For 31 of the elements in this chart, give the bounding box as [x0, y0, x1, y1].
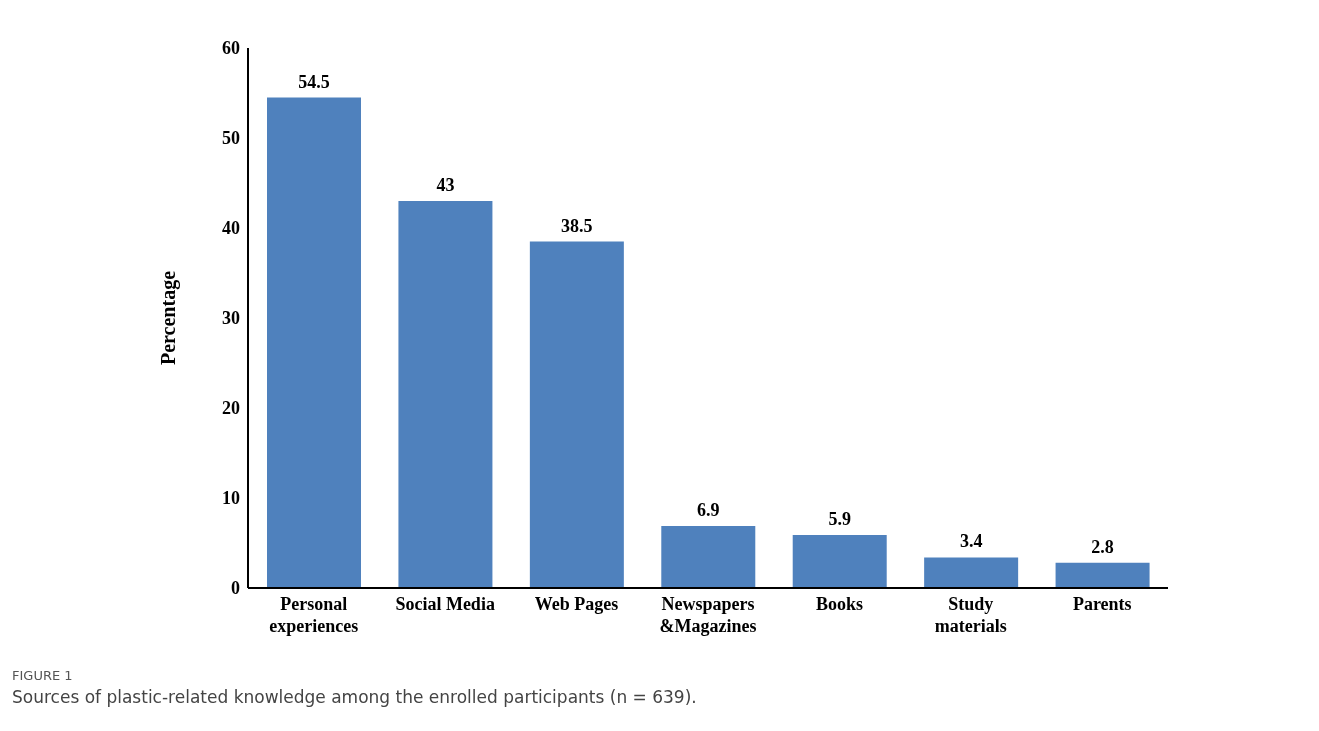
data-label: 6.9 [697, 499, 720, 520]
y-axis-title: Percentage [157, 270, 181, 366]
y-tick-label: 30 [222, 308, 240, 329]
y-tick-label: 0 [231, 578, 240, 599]
data-label: 2.8 [1091, 536, 1114, 557]
caption: FIGURE 1 [12, 668, 74, 683]
data-label: 5.9 [828, 508, 851, 529]
source-note: Sources of plastic-related knowledge among the enrolled participants (n = 639). [12, 687, 698, 707]
y-tick-label: 10 [222, 488, 240, 509]
x-tick-label: Personal experiences [269, 594, 359, 636]
data-label: 43 [436, 175, 455, 195]
data-label: 3.4 [959, 531, 983, 552]
bar [661, 525, 756, 588]
bar [1055, 562, 1150, 588]
bar [267, 97, 361, 588]
bar [398, 201, 493, 588]
bar [529, 241, 624, 588]
y-tick-label: 50 [222, 128, 240, 149]
x-tick-label: Books [815, 594, 863, 614]
data-label: 38.5 [561, 215, 593, 236]
x-tick-label: Social Media [395, 594, 495, 614]
bar [792, 534, 887, 588]
y-tick-label: 40 [222, 218, 240, 239]
x-tick-label: Parents [1072, 594, 1132, 614]
y-tick-label: 60 [222, 38, 240, 59]
data-label: 54.5 [298, 71, 330, 92]
x-tick-label: Newspapers &Magazines [659, 594, 757, 636]
bar [924, 557, 1019, 588]
x-tick-label: Study materials [934, 594, 1007, 636]
x-tick-label: Web Pages [534, 594, 619, 614]
y-tick-label: 20 [222, 398, 240, 419]
